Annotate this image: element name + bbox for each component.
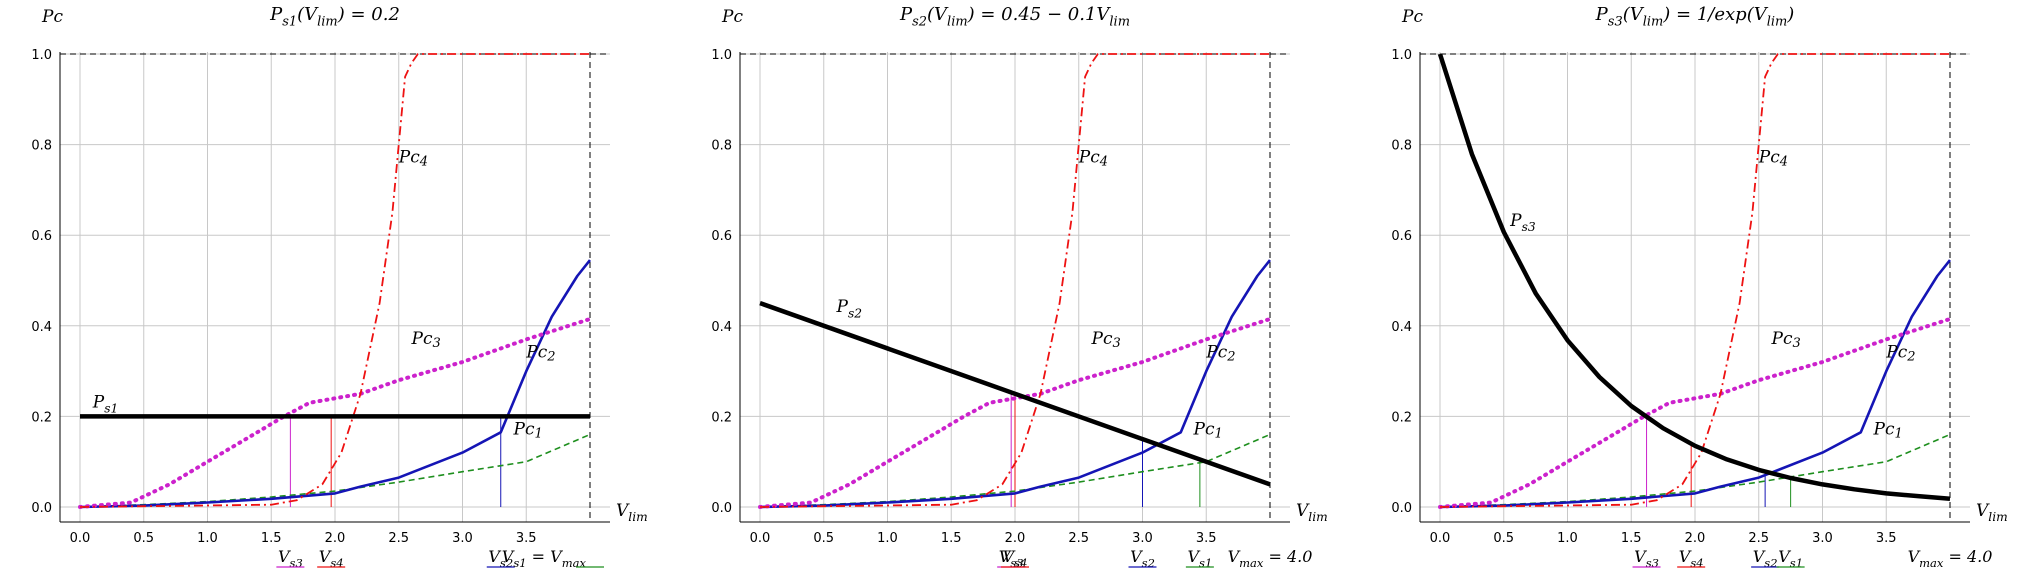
y-axis-label: Pc	[41, 7, 63, 27]
x-tick-label: 2.5	[388, 531, 409, 546]
x-tick-label: 0.0	[750, 531, 771, 546]
chart-title: Ps2(Vlim) = 0.45 − 0.1Vlim	[899, 4, 1130, 29]
v-marker-label: Vs4	[1679, 547, 1704, 570]
y-axis-label: Pc	[1401, 7, 1423, 27]
v-marker-label: Vs3	[999, 547, 1024, 570]
v-marker-label: Vs3	[278, 547, 303, 570]
x-tick-label: 2.5	[1748, 531, 1769, 546]
x-tick-label: 3.0	[1812, 531, 1833, 546]
label-pc3: Pc3	[411, 329, 441, 351]
x-tick-label: 3.0	[452, 531, 473, 546]
chart-title: Ps1(Vlim) = 0.2	[269, 4, 400, 29]
label-pc3: Pc3	[1091, 329, 1121, 351]
y-tick-label: 0.4	[1391, 320, 1412, 335]
x-tick-label: 1.0	[1557, 531, 1578, 546]
label-pc4: Pc4	[1078, 148, 1108, 170]
series-pc3	[758, 317, 1272, 509]
label-pc4: Pc4	[1758, 148, 1788, 170]
y-tick-label: 0.6	[711, 229, 732, 244]
series-pc3	[1438, 317, 1952, 509]
y-tick-label: 1.0	[711, 48, 732, 63]
x-tick-label: 3.0	[1132, 531, 1153, 546]
x-tick-label: 0.5	[1493, 531, 1514, 546]
x-tick-label: 3.5	[1196, 531, 1217, 546]
v-marker-label: Vs1	[1778, 547, 1803, 570]
chart-panel-3: 0.0 0.5 1.0 1.5 2.0 2.5 3.0 3.5 0.0 0.2 0.4 0.6 0.8 1…	[1391, 4, 2007, 570]
x-axis-label: Vlim	[1296, 501, 1328, 524]
y-tick-label: 1.0	[31, 48, 52, 63]
x-tick-label: 1.5	[941, 531, 962, 546]
v-marker-label: Vs4	[319, 547, 344, 570]
label-ps: Ps3	[1509, 211, 1536, 234]
y-tick-label: 0.2	[1391, 410, 1412, 425]
chart-title: Ps3(Vlim) = 1/exp(Vlim)	[1595, 4, 1795, 29]
y-axis-label: Pc	[721, 7, 743, 27]
v-marker-label: Vs2	[488, 547, 513, 570]
chart-panel-2: 0.0 0.5 1.0 1.5 2.0 2.5 3.0 3.5 0.0 0.2 0.4 0.6 0.8 1…	[711, 4, 1327, 570]
v-marker-label: Vs2	[1753, 547, 1778, 570]
label-pc2: Pc2	[525, 343, 555, 365]
series-pc2	[759, 259, 1272, 509]
y-tick-label: 0.4	[31, 320, 52, 335]
x-tick-label: 2.0	[1005, 531, 1026, 546]
series-pc2	[1439, 259, 1952, 509]
v-marker-label: Vs2	[1130, 547, 1155, 570]
y-tick-label: 1.0	[1391, 48, 1412, 63]
label-pc3: Pc3	[1771, 329, 1801, 351]
y-tick-label: 0.0	[711, 501, 732, 516]
x-tick-label: 3.5	[516, 531, 537, 546]
y-tick-label: 0.8	[31, 139, 52, 154]
x-tick-label: 1.5	[1621, 531, 1642, 546]
x-tick-label: 0.5	[133, 531, 154, 546]
v-marker-label: Vmax = 4.0	[1228, 547, 1313, 570]
x-axis-label: Vlim	[616, 501, 648, 524]
series-pc2	[79, 259, 592, 509]
label-pc1: Pc1	[1873, 420, 1903, 442]
x-tick-label: 1.0	[197, 531, 218, 546]
v-marker-label: Vmax = 4.0	[1908, 547, 1993, 570]
y-tick-label: 0.6	[1391, 229, 1412, 244]
x-tick-label: 2.0	[325, 531, 346, 546]
y-tick-label: 0.8	[711, 139, 732, 154]
x-tick-label: 1.5	[261, 531, 282, 546]
v-marker-label: Vs3	[1634, 547, 1659, 570]
label-pc1: Pc1	[1193, 420, 1223, 442]
y-tick-label: 0.2	[31, 410, 52, 425]
label-pc1: Pc1	[513, 420, 543, 442]
label-ps: Ps2	[836, 297, 863, 320]
label-pc4: Pc4	[398, 148, 428, 170]
y-tick-label: 0.2	[711, 410, 732, 425]
series-ps2	[759, 300, 1271, 487]
y-tick-label: 0.0	[31, 501, 52, 516]
series-ps3	[1437, 53, 1951, 502]
x-tick-label: 0.0	[1430, 531, 1451, 546]
series-pc3	[78, 317, 592, 509]
v-marker-label: Vs1 = Vmax	[502, 547, 587, 570]
series-pc4	[1439, 53, 1950, 508]
series-pc4	[79, 53, 590, 508]
x-tick-label: 0.5	[813, 531, 834, 546]
y-tick-label: 0.8	[1391, 139, 1412, 154]
x-tick-label: 2.5	[1068, 531, 1089, 546]
series-pc4	[759, 53, 1270, 508]
v-marker-label: Vs4	[1003, 547, 1028, 570]
v-marker-label: Vs1	[1187, 547, 1212, 570]
x-tick-label: 3.5	[1876, 531, 1897, 546]
x-tick-label: 0.0	[70, 531, 91, 546]
chart-panel-1: 0.0 0.5 1.0 1.5 2.0 2.5 3.0 3.5 0.0 0.2 0.4 0.6 0.8 1…	[31, 4, 647, 570]
x-tick-label: 2.0	[1685, 531, 1706, 546]
x-tick-label: 1.0	[877, 531, 898, 546]
label-pc2: Pc2	[1205, 343, 1235, 365]
x-axis-label: Vlim	[1976, 501, 2008, 524]
y-tick-label: 0.4	[711, 320, 732, 335]
y-tick-label: 0.0	[1391, 501, 1412, 516]
label-ps: Ps1	[92, 392, 119, 415]
label-pc2: Pc2	[1885, 343, 1915, 365]
y-tick-label: 0.6	[31, 229, 52, 244]
